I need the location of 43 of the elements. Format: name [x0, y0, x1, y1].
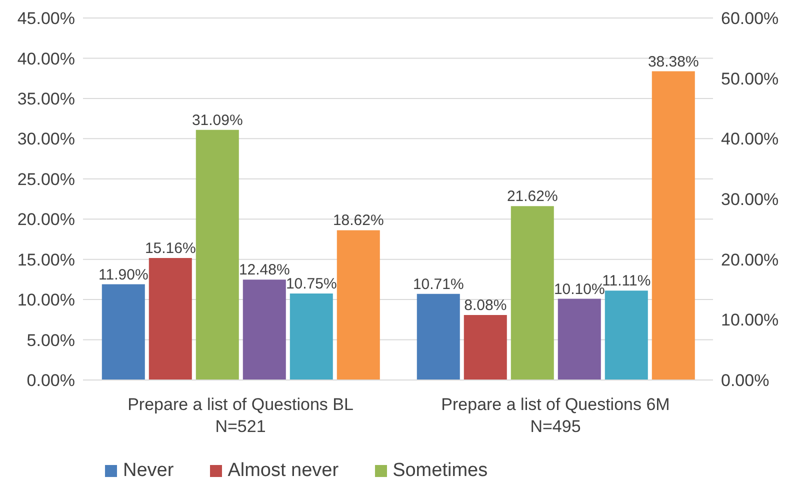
- y-tick-label: 0.00%: [26, 371, 75, 390]
- legend-label: Almost never: [226, 460, 339, 482]
- y-tick-label: 25.00%: [17, 170, 75, 189]
- data-label: 31.09%: [192, 112, 243, 129]
- x-tick-label: Prepare a list of Questions 6M N=495: [441, 395, 670, 436]
- y-tick-label: 35.00%: [17, 89, 75, 108]
- bar: [196, 130, 239, 380]
- data-label: 18.62%: [332, 212, 384, 230]
- bar: [336, 230, 380, 380]
- bar: [242, 280, 286, 380]
- data-label: 8.08%: [464, 297, 507, 314]
- data-label: 15.16%: [144, 240, 196, 258]
- x-tick-label: Prepare a list of Questions BL N=521: [128, 395, 354, 436]
- y2-tick-label: 0.00%: [721, 371, 770, 390]
- y2-tick-label: 20.00%: [721, 250, 779, 270]
- y-tick-label: 5.00%: [26, 330, 75, 350]
- legend-label: Never: [122, 460, 174, 482]
- y-tick-label: 45.00%: [17, 9, 75, 28]
- data-label: 10.71%: [412, 276, 464, 293]
- y2-tick-label: 30.00%: [721, 190, 779, 210]
- y-tick-label: 40.00%: [17, 49, 75, 68]
- data-label: 10.10%: [554, 280, 605, 298]
- bar: [290, 294, 333, 380]
- data-label: 38.38%: [648, 53, 699, 70]
- y2-tick-label: 10.00%: [721, 310, 779, 330]
- y2-tick-label: 50.00%: [721, 69, 779, 88]
- y-tick-label: 15.00%: [17, 250, 75, 270]
- y2-tick-label: 40.00%: [721, 130, 779, 149]
- data-label: 11.90%: [98, 266, 148, 284]
- data-label: 21.62%: [506, 188, 558, 206]
- bar: [510, 206, 554, 380]
- y-tick-label: 30.00%: [17, 130, 75, 149]
- bar: [558, 298, 601, 380]
- bar: [652, 71, 695, 380]
- legend-label: Sometimes: [392, 460, 488, 482]
- y2-tick-label: 60.00%: [721, 9, 779, 28]
- bar: [464, 315, 507, 380]
- y-tick-label: 20.00%: [17, 210, 75, 230]
- bar: [416, 294, 460, 380]
- bar: [102, 284, 145, 380]
- bar: [148, 258, 192, 380]
- bar: [604, 290, 648, 380]
- y-tick-label: 10.00%: [17, 290, 75, 310]
